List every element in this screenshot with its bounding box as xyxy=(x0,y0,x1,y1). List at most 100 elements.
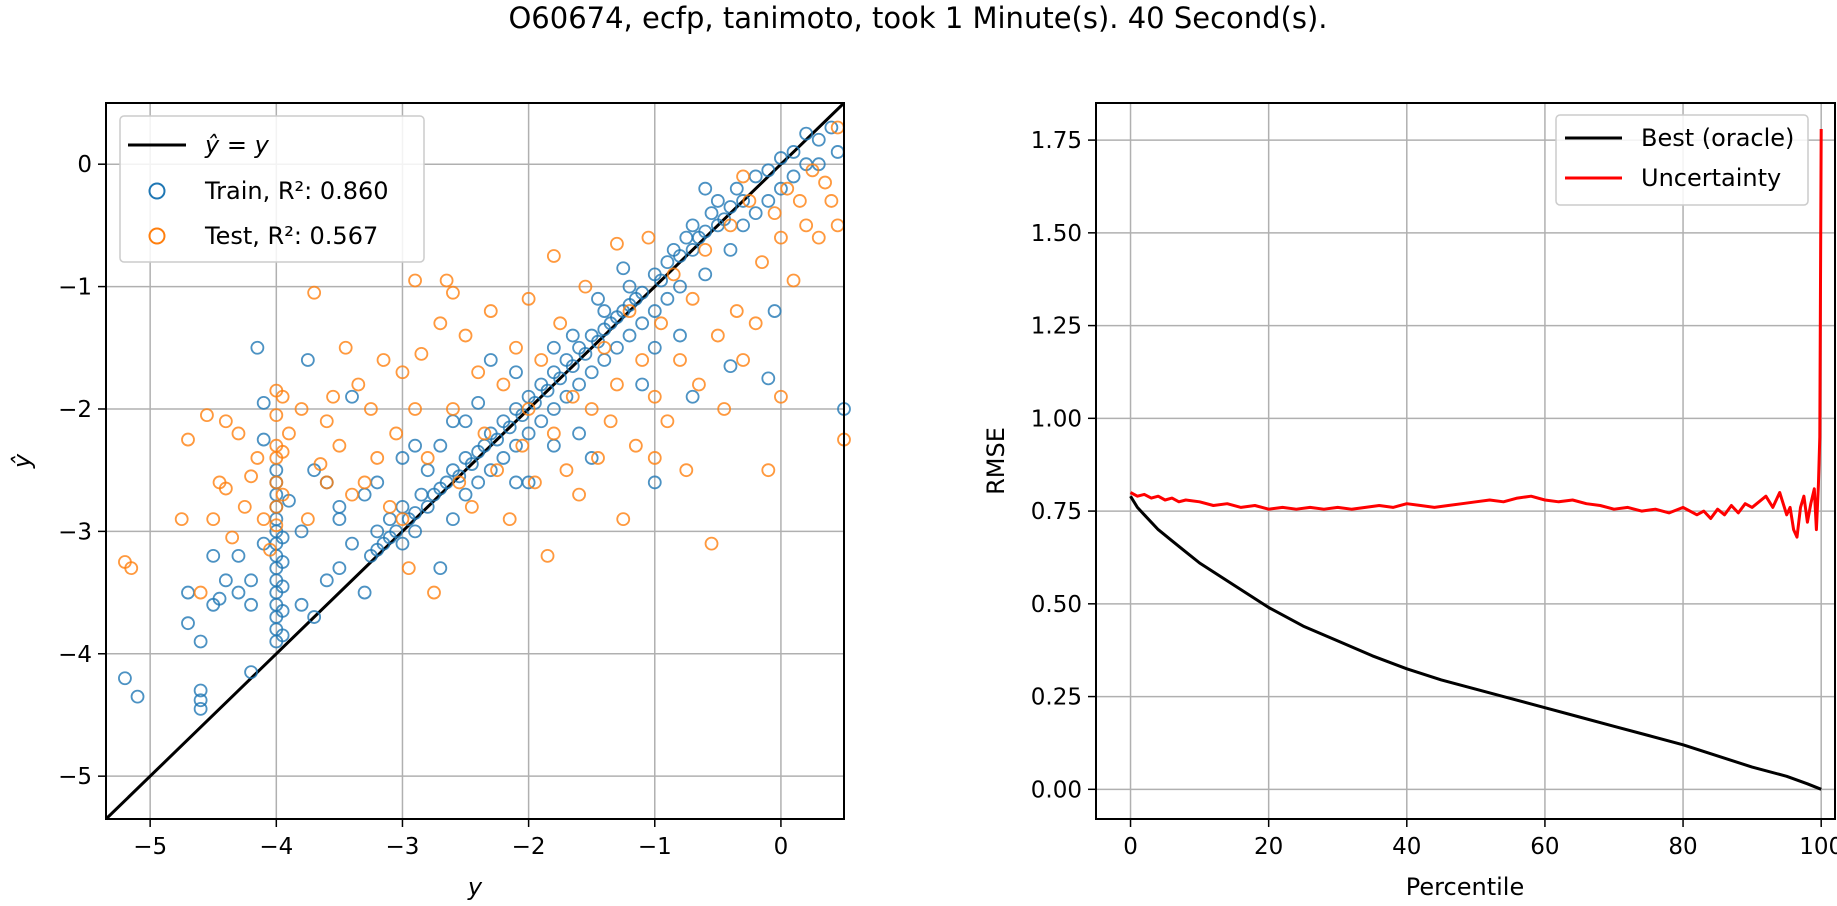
parity-y-tick-label: −3 xyxy=(58,519,92,545)
train-point xyxy=(490,432,504,447)
test-point xyxy=(244,469,258,484)
train-point xyxy=(654,273,668,288)
test-point xyxy=(446,402,460,416)
test-point xyxy=(736,169,750,184)
train-point xyxy=(767,304,782,318)
train-point xyxy=(761,371,776,386)
test-point xyxy=(698,242,713,257)
test-point xyxy=(452,475,467,490)
test-point xyxy=(546,249,561,263)
train-point xyxy=(193,683,208,698)
train-point xyxy=(345,389,359,404)
train-point xyxy=(635,316,650,331)
train-point xyxy=(332,499,347,514)
legend-train-label: Train, R²: 0.860 xyxy=(204,177,389,205)
train-point xyxy=(729,181,744,196)
test-point xyxy=(282,426,296,441)
train-point xyxy=(471,395,486,410)
train-point xyxy=(660,255,675,270)
train-point xyxy=(212,591,227,606)
test-point xyxy=(307,285,322,300)
test-point xyxy=(622,304,637,318)
test-point xyxy=(471,365,486,380)
test-point xyxy=(275,487,290,502)
train-point xyxy=(597,304,612,318)
train-point xyxy=(622,328,637,343)
test-point xyxy=(811,230,826,245)
test-point xyxy=(660,414,675,429)
train-point xyxy=(553,371,568,386)
train-point xyxy=(698,267,713,282)
rmse-legend: Best (oracle) Uncertainty xyxy=(1555,114,1809,206)
parity-y-tick-label: −5 xyxy=(58,764,92,790)
test-point xyxy=(269,475,284,490)
test-point xyxy=(521,291,536,306)
figure-title: O60674, ecfp, tanimoto, took 1 Minute(s)… xyxy=(508,1,1327,35)
test-point xyxy=(502,512,517,527)
test-point xyxy=(332,438,347,453)
parity-plot: −5 −4 −3 −2 −1 0 −5 −4 −3 −2 −1 0 y ŷ ŷ = y Train, … xyxy=(8,101,851,901)
parity-x-tick-label: −2 xyxy=(512,834,546,860)
test-point xyxy=(496,377,511,392)
train-point xyxy=(647,304,662,318)
test-point xyxy=(269,499,284,514)
train-point xyxy=(319,573,334,588)
legend-test-swatch xyxy=(148,227,166,245)
train-point xyxy=(591,291,605,306)
identity-line xyxy=(104,101,846,821)
train-point xyxy=(616,261,631,276)
test-point xyxy=(250,451,265,465)
train-point xyxy=(635,377,650,392)
rmse-y-axis-label: RMSE xyxy=(982,427,1010,495)
test-point xyxy=(269,408,284,423)
train-point xyxy=(723,200,738,214)
test-point xyxy=(774,389,788,404)
rmse-lines xyxy=(1129,128,1823,791)
train-point xyxy=(698,224,713,239)
test-point xyxy=(723,218,738,233)
train-point xyxy=(786,145,801,159)
train-point xyxy=(774,181,788,196)
train-point xyxy=(275,555,290,569)
train-point xyxy=(509,438,523,453)
test-point xyxy=(717,402,732,416)
test-point xyxy=(218,481,233,496)
test-point xyxy=(275,444,290,459)
test-point xyxy=(225,530,240,545)
test-point xyxy=(300,512,315,527)
train-point xyxy=(275,628,290,643)
train-point xyxy=(464,457,479,471)
train-point xyxy=(357,585,372,600)
test-point xyxy=(553,316,568,331)
train-point xyxy=(811,132,826,147)
test-point xyxy=(610,236,624,251)
train-point xyxy=(345,536,359,551)
test-point xyxy=(565,389,580,404)
train-point xyxy=(723,359,738,374)
train-point xyxy=(704,206,719,221)
train-point xyxy=(433,561,448,575)
train-point xyxy=(572,426,586,441)
rmse-y-tick-label: 0.25 xyxy=(1031,685,1082,711)
train-point xyxy=(685,389,700,404)
train-point xyxy=(483,353,498,367)
train-point xyxy=(622,279,637,294)
train-point xyxy=(275,604,290,618)
rmse-x-tick-label: 0 xyxy=(1123,834,1138,860)
train-point xyxy=(799,126,814,141)
test-point xyxy=(483,304,498,318)
test-point xyxy=(584,402,599,416)
train-point xyxy=(521,426,536,441)
test-point xyxy=(181,432,195,447)
parity-y-tick-label: −4 xyxy=(58,642,92,668)
parity-x-tick-label: −5 xyxy=(133,834,167,860)
test-point xyxy=(647,451,662,465)
train-point xyxy=(244,573,258,588)
train-point xyxy=(300,353,315,367)
test-point xyxy=(767,206,782,221)
test-point xyxy=(439,273,454,288)
test-point xyxy=(736,353,750,367)
test-point xyxy=(692,377,706,392)
train-point xyxy=(408,524,422,539)
parity-x-tick-label: −4 xyxy=(259,834,293,860)
